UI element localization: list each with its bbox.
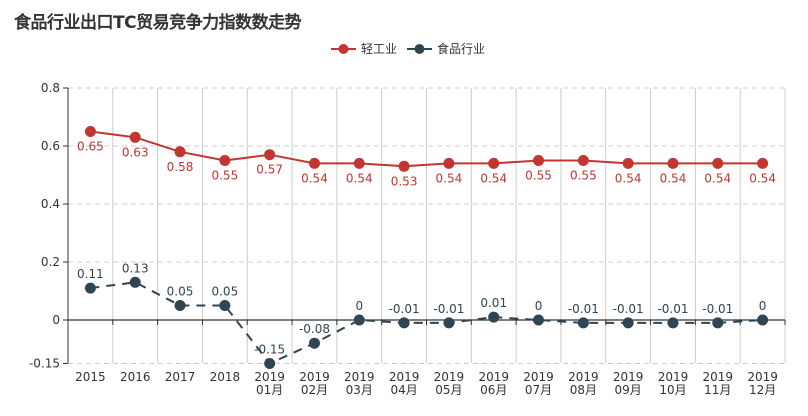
data-label-1: -0.01 (613, 302, 644, 316)
data-point-0 (84, 126, 96, 137)
data-point-0 (398, 160, 410, 172)
data-label-1: 0.01 (480, 296, 507, 310)
y-tick-label: 0 (52, 313, 60, 327)
data-label-0: 0.55 (525, 169, 552, 183)
y-tick-label: 0.8 (41, 81, 60, 95)
data-label-0: 0.55 (211, 169, 238, 183)
data-point-0 (712, 157, 724, 169)
data-point-1 (219, 300, 231, 311)
data-label-1: -0.08 (299, 322, 330, 336)
data-point-1 (84, 282, 96, 294)
data-point-0 (219, 155, 231, 166)
data-label-0: 0.54 (480, 171, 507, 185)
legend-label-light-industry: 轻工业 (361, 42, 398, 56)
x-tick-label: 2019 10月 (658, 370, 689, 397)
data-label-1: 0.05 (167, 285, 194, 299)
data-point-1 (488, 311, 500, 323)
data-label-1: -0.15 (254, 343, 285, 357)
data-point-1 (667, 317, 679, 329)
data-point-1 (757, 314, 769, 326)
data-label-1: 0 (535, 299, 543, 313)
data-label-1: 0.05 (211, 285, 238, 299)
data-point-0 (264, 149, 276, 161)
data-label-0: 0.53 (391, 174, 418, 188)
data-point-1 (622, 317, 634, 329)
legend-marker-light-industry (331, 43, 356, 54)
x-tick-label: 2019 03月 (344, 370, 375, 397)
y-tick-label: -0.15 (29, 357, 60, 371)
data-point-1 (353, 314, 365, 326)
data-point-1 (174, 300, 186, 311)
x-tick-label: 2019 04月 (389, 370, 420, 397)
y-tick-label: 0.6 (41, 139, 60, 153)
data-label-1: 0.13 (122, 261, 149, 275)
x-tick-label: 2018 (210, 370, 241, 384)
legend-label-food-industry: 食品行业 (437, 42, 486, 56)
legend: 轻工业 食品行业 (331, 40, 495, 57)
data-point-0 (757, 157, 769, 169)
data-point-0 (353, 157, 365, 169)
series-line-0 (90, 130, 763, 168)
data-label-0: 0.54 (660, 171, 687, 185)
data-label-1: 0.11 (77, 267, 104, 281)
data-point-0 (129, 131, 141, 143)
data-label-0: 0.57 (256, 163, 283, 177)
data-point-0 (443, 157, 455, 169)
y-tick-label: 0.4 (41, 197, 60, 211)
x-tick-label: 2019 05月 (434, 370, 465, 397)
data-label-0: 0.54 (301, 171, 328, 185)
legend-marker-food-industry (407, 43, 433, 54)
data-point-0 (577, 155, 589, 166)
data-point-1 (533, 314, 545, 326)
data-point-1 (577, 317, 589, 329)
chart-title: 食品行业出口TC贸易竞争力指数数走势 (14, 13, 302, 33)
x-tick-label: 2016 (120, 370, 151, 384)
data-label-0: 0.54 (346, 171, 373, 185)
data-point-1 (398, 317, 410, 329)
data-label-0: 0.55 (570, 169, 597, 183)
data-label-0: 0.54 (749, 171, 776, 185)
x-tick-label: 2019 09月 (613, 370, 644, 397)
x-tick-label: 2019 06月 (478, 370, 509, 397)
y-tick-label: 0.2 (41, 255, 60, 269)
legend-item-light-industry[interactable]: 轻工业 (331, 40, 397, 57)
data-point-1 (264, 358, 276, 369)
data-label-0: 0.54 (704, 171, 731, 185)
data-label-0: 0.54 (436, 171, 463, 185)
data-label-1: -0.01 (433, 302, 464, 316)
data-label-0: 0.65 (77, 140, 104, 154)
x-tick-label: 2019 08月 (568, 370, 599, 397)
data-label-0: 0.63 (122, 145, 149, 159)
x-tick-label: 2015 (75, 370, 106, 384)
legend-item-food-industry[interactable]: 食品行业 (407, 40, 485, 57)
data-point-0 (488, 157, 500, 169)
data-label-1: -0.01 (389, 302, 420, 316)
data-point-1 (443, 317, 455, 329)
data-label-1: 0 (759, 299, 767, 313)
x-tick-label: 2019 02月 (299, 370, 330, 397)
data-label-1: -0.01 (702, 302, 733, 316)
data-label-0: 0.54 (615, 171, 642, 185)
x-tick-label: 2019 01月 (254, 370, 285, 397)
x-tick-label: 2019 11月 (703, 370, 734, 397)
data-point-1 (308, 337, 320, 349)
x-tick-label: 2019 12月 (747, 370, 778, 397)
series-line-1 (90, 281, 763, 365)
data-point-0 (667, 157, 679, 169)
data-label-1: 0 (355, 299, 363, 313)
data-point-0 (174, 146, 186, 158)
x-tick-label: 2017 (165, 370, 196, 384)
data-label-0: 0.58 (167, 160, 194, 174)
x-tick-label: 2019 07月 (523, 370, 554, 397)
data-label-1: -0.01 (657, 302, 688, 316)
data-point-0 (308, 157, 320, 169)
data-label-1: -0.01 (568, 302, 599, 316)
data-point-0 (622, 157, 634, 169)
data-point-1 (129, 276, 141, 288)
data-point-0 (533, 155, 545, 166)
data-point-1 (712, 317, 724, 329)
